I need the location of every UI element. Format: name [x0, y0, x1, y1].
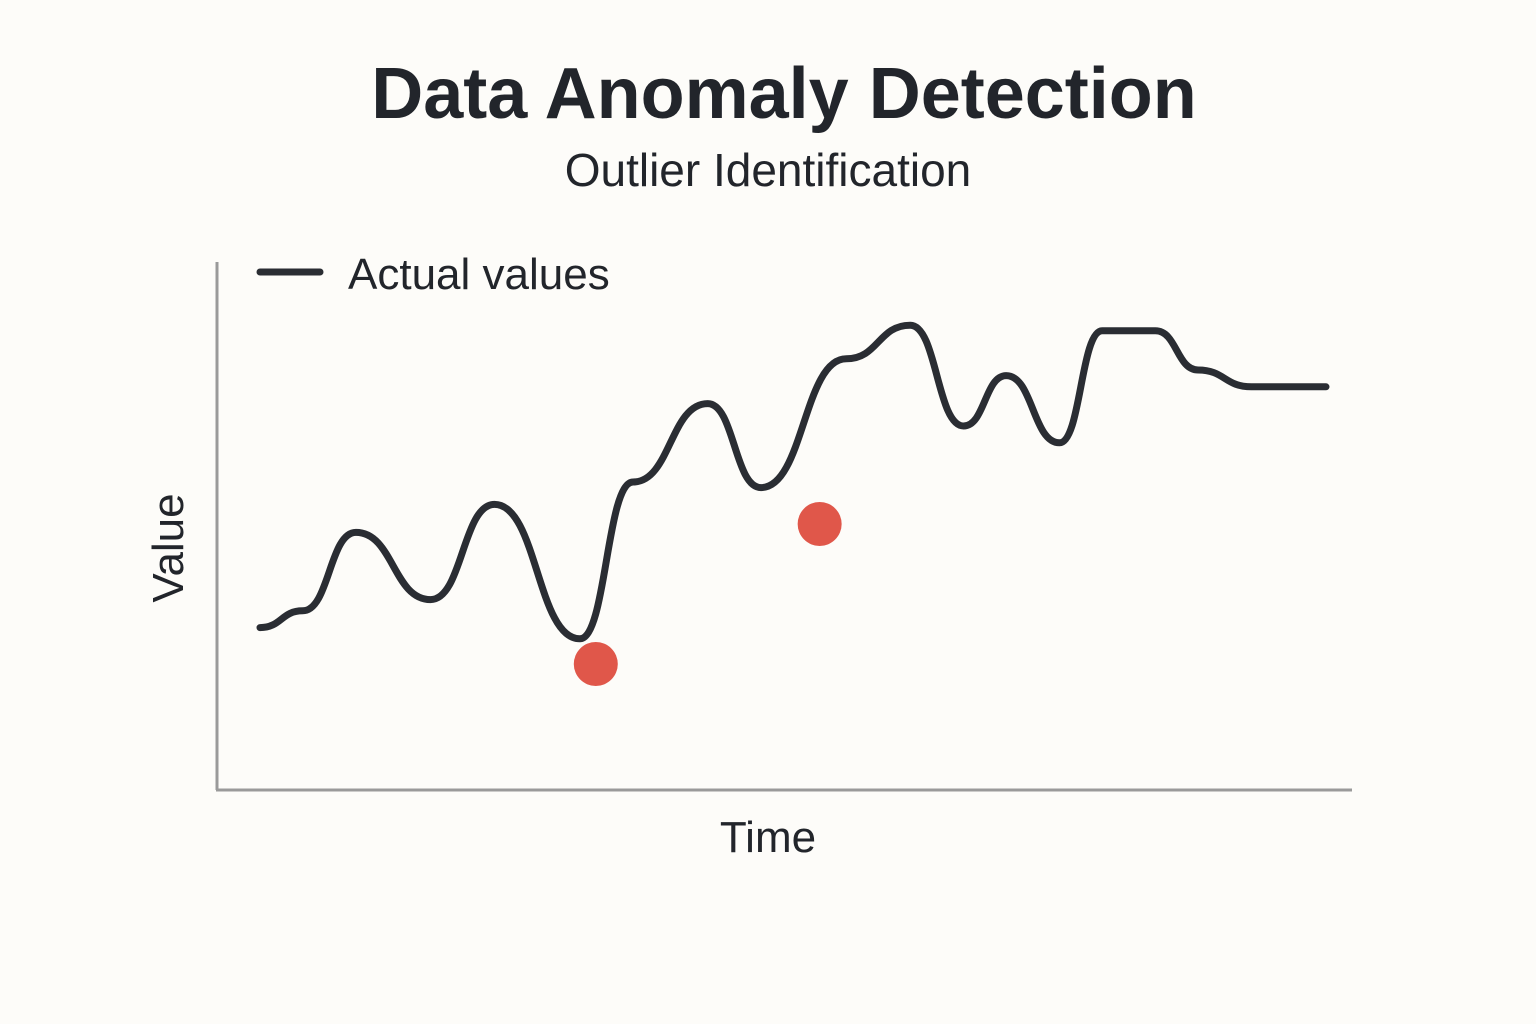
- series-line-0: [256, 321, 1330, 643]
- y-axis-label: Value: [144, 493, 193, 602]
- series-layer: [256, 321, 1330, 643]
- anomaly-layer: [573, 502, 842, 686]
- anomaly-point-1: [797, 502, 842, 546]
- x-axis-label: Time: [720, 813, 816, 862]
- chart-title: Data Anomaly Detection: [371, 54, 1197, 134]
- anomaly-point-0: [573, 642, 618, 686]
- legend: Actual values: [256, 250, 610, 299]
- chart-subtitle: Outlier Identification: [565, 144, 972, 196]
- legend-label: Actual values: [348, 250, 610, 299]
